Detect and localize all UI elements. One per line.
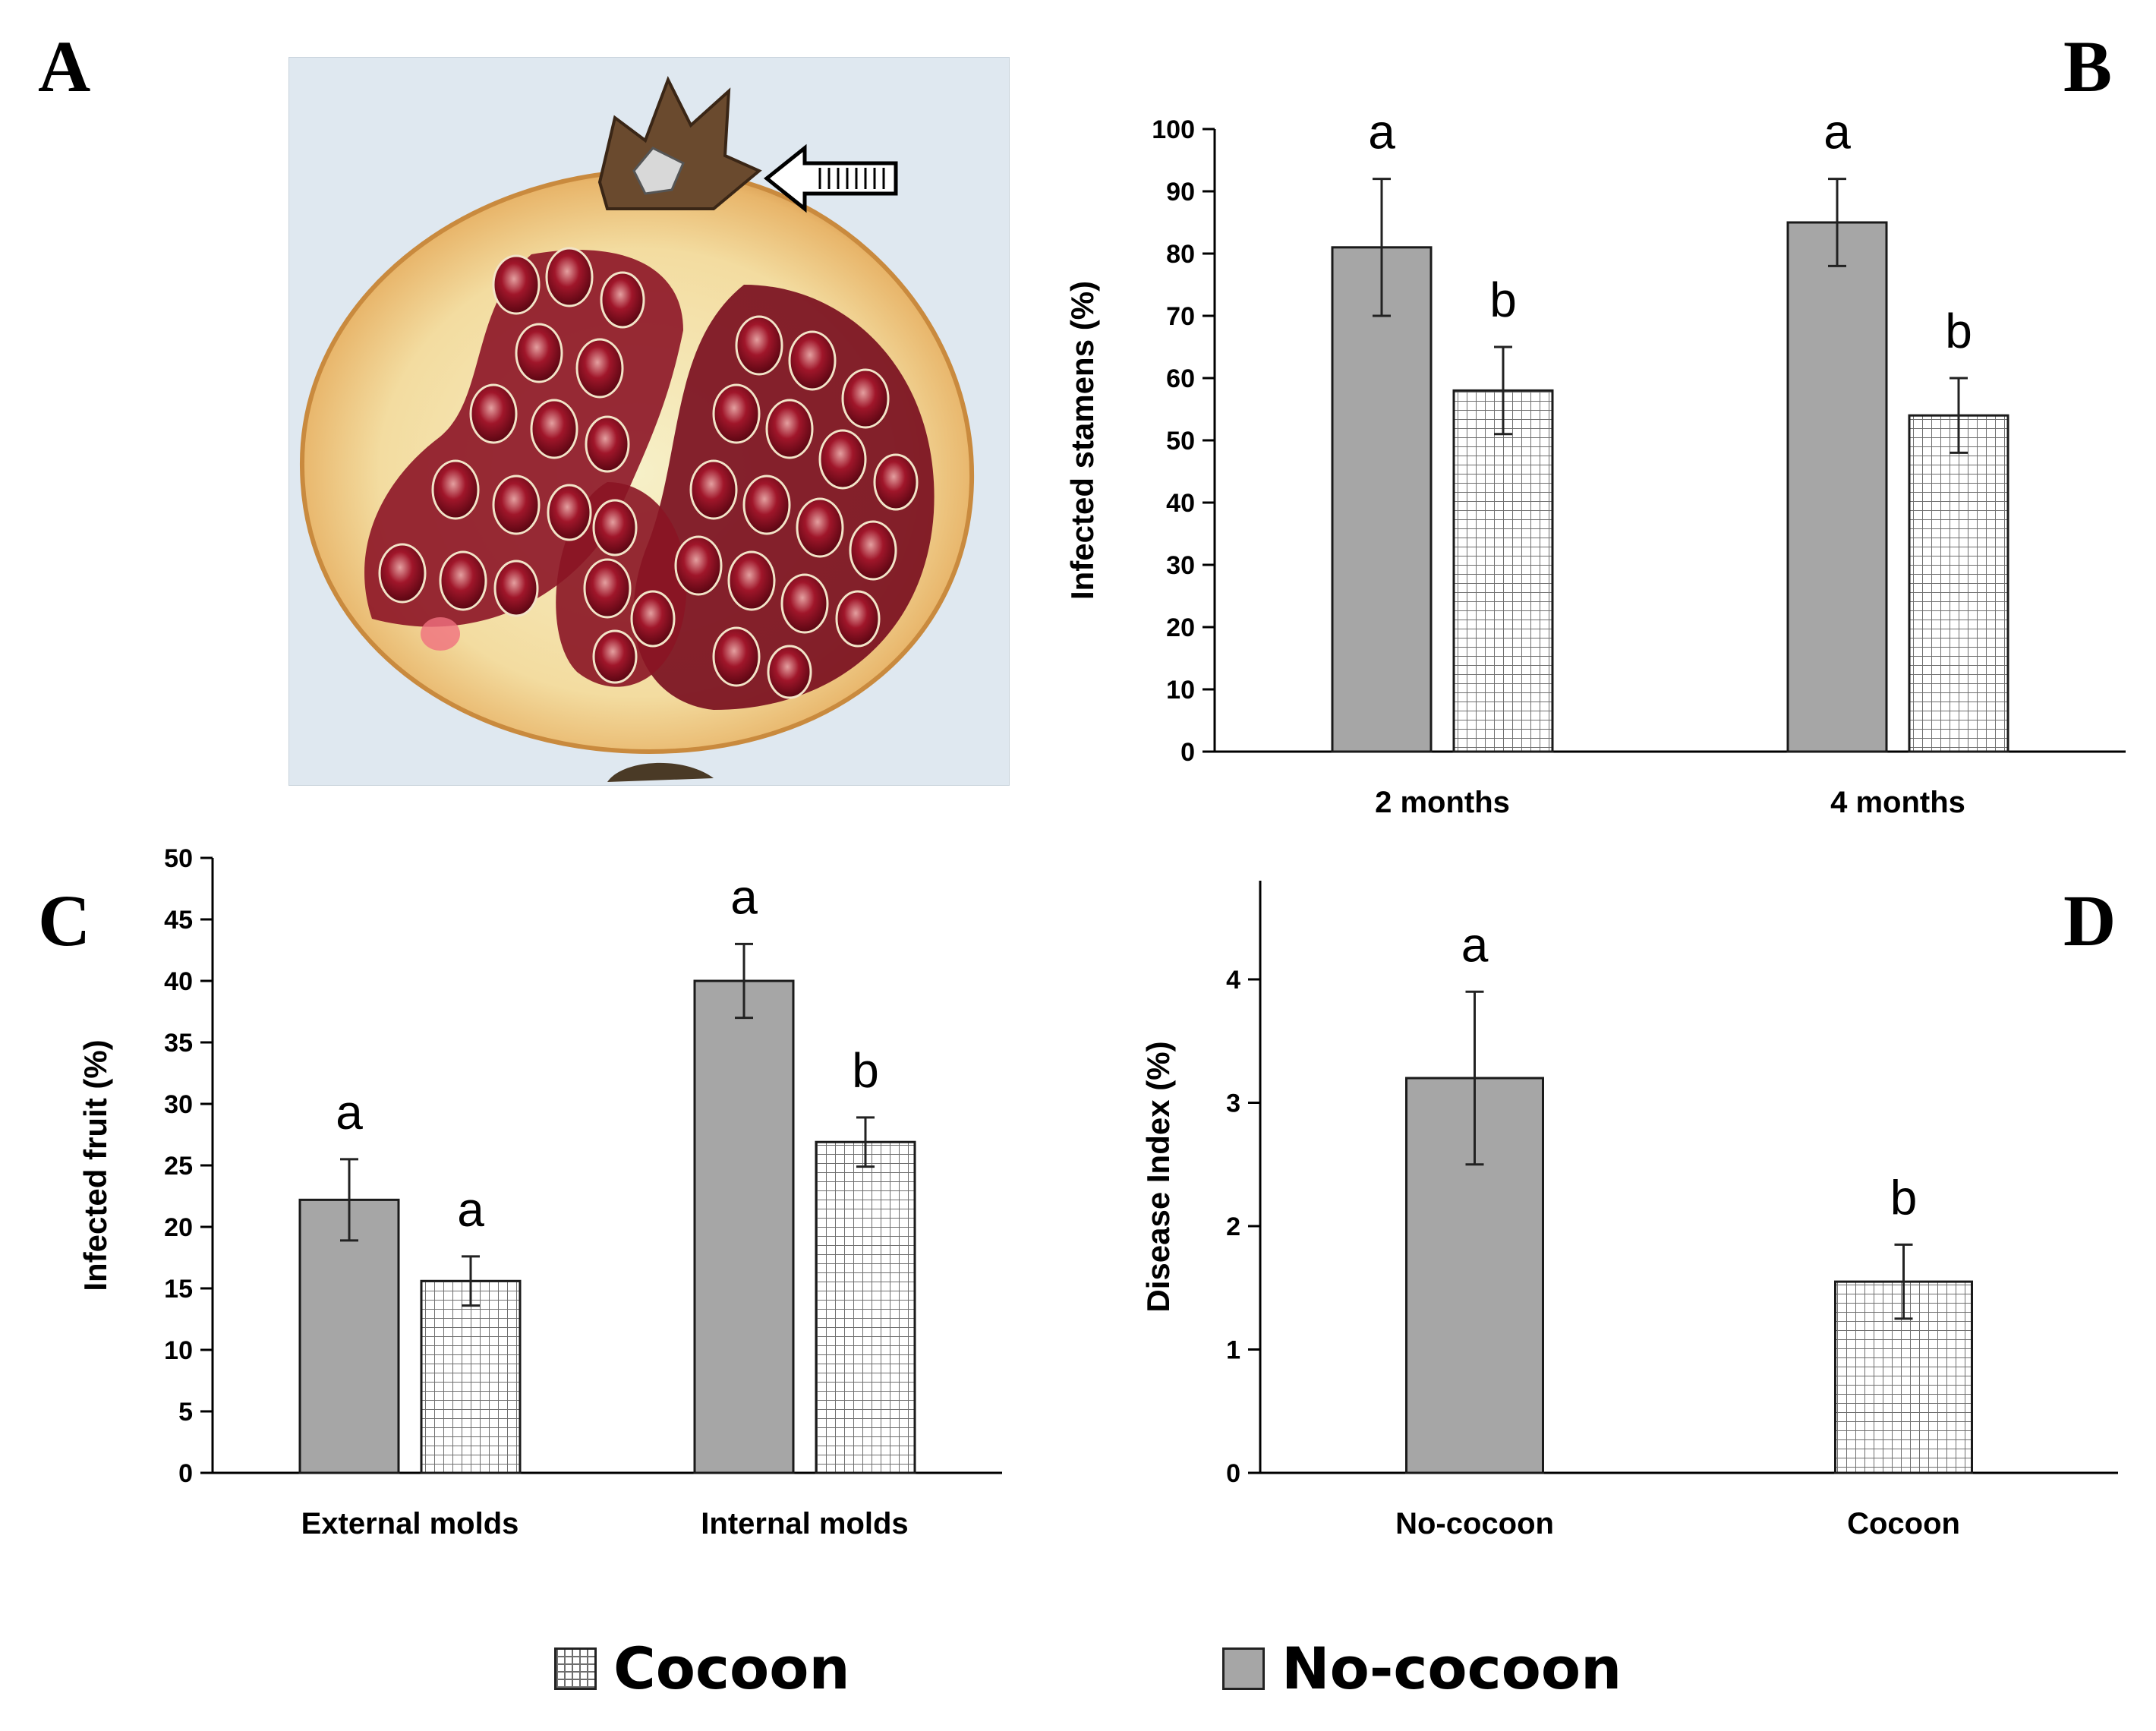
chart-b-significance-label: b [1489, 273, 1517, 327]
chart-infected-fruit: 0 5 10 15 20 25 30 35 40 45 50 Infected fruit (%) Ex… [77, 844, 1002, 1540]
chart-d-y-tick-label: 2 [1226, 1212, 1240, 1241]
chart-b-y-tick-label: 10 [1166, 676, 1195, 705]
chart-c-significance-label: a [457, 1182, 484, 1237]
chart-c-y-tick-label: 45 [164, 906, 193, 935]
chart-c-y-tick-label: 20 [164, 1213, 193, 1242]
chart-b-y-tick-label: 80 [1166, 240, 1195, 269]
legend-item-no-cocoon: No-cocoon [1222, 1640, 1622, 1698]
chart-c-y-axis-title: Infected fruit (%) [77, 1039, 113, 1291]
chart-c-y-tick-label: 10 [164, 1336, 193, 1365]
chart-b-y-tick-label: 20 [1166, 613, 1195, 642]
chart-b-significance-label: a [1368, 105, 1395, 159]
chart-disease-index: 0 1 2 3 4 Disease Index (%) No-cocoon Cocoon a b [1140, 881, 2118, 1540]
arrow-pointing-left-icon [763, 143, 898, 213]
chart-c-y-tick-label: 40 [164, 967, 193, 996]
panel-letter-a: A [38, 26, 91, 107]
chart-b-bar-cocoon [1908, 414, 2009, 753]
chart-c-x-tick-label: External molds [301, 1507, 519, 1540]
chart-d-y-axis-title: Disease Index (%) [1140, 1041, 1176, 1312]
chart-c-y-tick-label: 0 [178, 1459, 193, 1488]
chart-c-y-tick-label: 15 [164, 1275, 193, 1304]
legend-label-no-cocoon: No-cocoon [1281, 1635, 1622, 1702]
chart-b-bar-no-cocoon [1786, 221, 1888, 753]
pomegranate-photo [288, 57, 1010, 786]
chart-infected-stamens: 0 10 20 30 40 50 60 70 80 90 100 Infected stamens (… [1064, 105, 2126, 819]
chart-b-significance-label: b [1945, 304, 1972, 358]
chart-c-bar-cocoon [815, 1140, 916, 1474]
panel-letter-b: B [2063, 26, 2113, 107]
chart-b-y-tick-label: 50 [1166, 427, 1195, 456]
chart-d-y-tick-label: 3 [1226, 1089, 1240, 1118]
chart-c-bar-no-cocoon [693, 979, 795, 1474]
chart-c-bar-no-cocoon [298, 1198, 400, 1474]
chart-b-x-tick-label: 2 months [1375, 786, 1510, 819]
panel-letter-c: C [38, 880, 91, 961]
chart-c-y-tick-label: 35 [164, 1029, 193, 1058]
chart-d-significance-label: a [1461, 917, 1489, 972]
chart-b-y-tick-label: 90 [1166, 178, 1195, 207]
legend-swatch-cocoon [554, 1647, 597, 1690]
chart-d-x-tick-label: Cocoon [1847, 1507, 1960, 1540]
legend: Cocoon No-cocoon [554, 1640, 1693, 1716]
chart-c-y-tick-label: 5 [178, 1398, 193, 1427]
chart-c-y-tick-label: 50 [164, 844, 193, 873]
chart-d-y-tick-label: 0 [1226, 1459, 1240, 1488]
chart-b-bar-no-cocoon [1331, 246, 1433, 753]
chart-b-significance-label: a [1823, 105, 1851, 159]
chart-b-y-tick-label: 100 [1152, 115, 1195, 144]
panel-letter-d: D [2063, 880, 2117, 961]
chart-b-y-tick-label: 40 [1166, 489, 1195, 518]
legend-item-cocoon: Cocoon [554, 1640, 850, 1698]
chart-d-x-tick-label: No-cocoon [1395, 1507, 1554, 1540]
chart-d-y-tick-label: 4 [1226, 966, 1240, 995]
legend-label-cocoon: Cocoon [613, 1635, 850, 1702]
chart-c-x-tick-label: Internal molds [701, 1507, 908, 1540]
chart-b-y-tick-label: 60 [1166, 364, 1195, 393]
chart-b-x-tick-label: 4 months [1830, 786, 1965, 819]
chart-c-significance-label: a [336, 1085, 363, 1140]
chart-b-y-axis-title: Infected stamens (%) [1064, 281, 1100, 600]
chart-b-y-tick-label: 30 [1166, 551, 1195, 580]
chart-c-significance-label: b [852, 1043, 879, 1098]
chart-b-y-tick-label: 0 [1180, 738, 1195, 767]
chart-c-bar-cocoon [420, 1279, 522, 1474]
chart-c-y-tick-label: 25 [164, 1152, 193, 1181]
chart-b-y-tick-label: 70 [1166, 302, 1195, 331]
chart-c-y-tick-label: 30 [164, 1090, 193, 1119]
chart-d-significance-label: b [1890, 1170, 1918, 1225]
chart-b-bar-cocoon [1452, 389, 1554, 753]
chart-c-significance-label: a [730, 869, 758, 924]
chart-d-y-tick-label: 1 [1226, 1336, 1240, 1365]
legend-swatch-no-cocoon [1222, 1647, 1265, 1690]
